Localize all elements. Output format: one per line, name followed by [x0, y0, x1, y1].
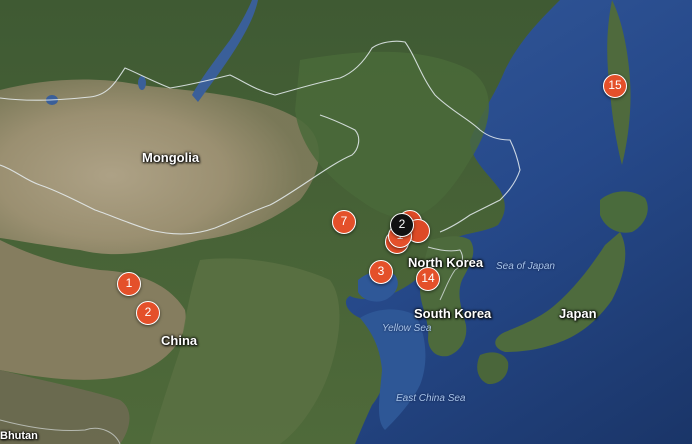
- map-marker-14[interactable]: 14: [416, 267, 440, 291]
- map-marker-3[interactable]: 3: [369, 260, 393, 284]
- map-marker-7[interactable]: 7: [332, 210, 356, 234]
- map-cluster-marker[interactable]: 2: [390, 213, 414, 237]
- map-marker-1[interactable]: 1: [117, 272, 141, 296]
- map-marker-2[interactable]: 2: [136, 301, 160, 325]
- map-marker-15[interactable]: 15: [603, 74, 627, 98]
